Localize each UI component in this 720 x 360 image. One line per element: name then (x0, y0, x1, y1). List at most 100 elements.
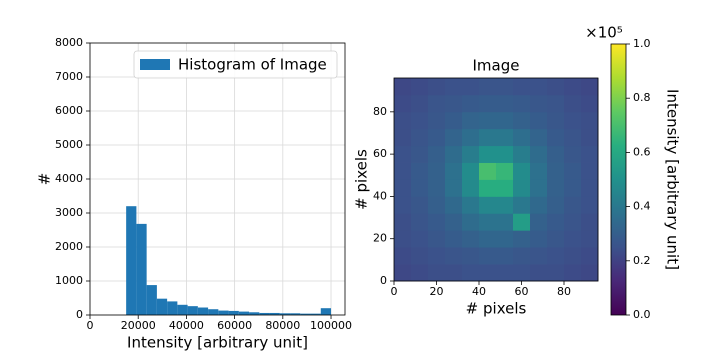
heatmap-cell (411, 247, 429, 265)
y-axis-label: # (36, 173, 54, 186)
heatmap-cell (411, 128, 429, 147)
heatmap-cell (479, 162, 497, 180)
heatmap-cell (445, 162, 463, 180)
y-tick-label: 8000 (55, 36, 83, 49)
heatmap-cell (530, 128, 548, 147)
histogram-bar (126, 206, 137, 315)
y-axis-label: # pixels (353, 149, 371, 210)
heatmap-cell (530, 230, 548, 248)
colorbar-tick-label: 0.8 (633, 91, 651, 104)
heatmap-cell (394, 94, 412, 113)
heatmap-cell (445, 196, 463, 214)
histogram-bar (290, 313, 301, 315)
heatmap-cell (513, 179, 531, 197)
heatmap-cell (394, 128, 412, 147)
heatmap-cell (479, 196, 497, 214)
heatmap-cell (581, 94, 599, 113)
heatmap-cell (479, 145, 497, 163)
histogram-bar (167, 301, 178, 315)
x-tick-label: 0 (87, 319, 94, 332)
heatmap-cell (394, 179, 412, 197)
histogram-bar (279, 313, 291, 315)
heatmap-cell (547, 162, 565, 180)
heatmap-cell (479, 78, 497, 96)
histogram-bar (300, 313, 311, 315)
chart-title: Image (473, 57, 520, 75)
heatmap-cell (428, 196, 446, 214)
heatmap-cell (496, 196, 514, 214)
heatmap-cell (462, 111, 480, 130)
axes-frame (393, 77, 599, 282)
heatmap-cell (564, 128, 582, 147)
heatmap-cell (479, 128, 497, 147)
heatmap-cell (462, 94, 480, 113)
heatmap-cell (547, 213, 565, 231)
heatmap-cell (547, 111, 565, 130)
y-tick-label: 3000 (55, 206, 83, 219)
heatmap-cell (581, 247, 599, 265)
y-tick-label: 7000 (55, 70, 83, 83)
heatmap-cell (547, 145, 565, 163)
heatmap-cell (411, 111, 429, 130)
heatmap-cell (513, 247, 531, 265)
heatmap-cell (513, 213, 531, 231)
heatmap-cell (581, 196, 599, 214)
heatmap-cell (394, 111, 412, 130)
heatmap-cell (411, 196, 429, 214)
heatmap-cell (581, 179, 599, 197)
heatmap-cell (394, 162, 412, 180)
axes-frame (89, 42, 346, 316)
heatmap-cell (428, 78, 446, 96)
heatmap-cell (411, 230, 429, 248)
legend: Histogram of Image (133, 50, 338, 79)
y-tick-label: 40 (373, 189, 387, 202)
heatmap-cell (462, 145, 480, 163)
heatmap-cell (411, 94, 429, 113)
heatmap-cell (513, 162, 531, 180)
x-axis-label: Intensity [arbitrary unit] (127, 334, 308, 352)
heatmap-cell (513, 196, 531, 214)
histogram-bar (156, 298, 168, 315)
heatmap-cell (564, 94, 582, 113)
heatmap-cell (496, 94, 514, 113)
heatmap-cell (547, 264, 565, 282)
x-tick-label: 20 (430, 285, 444, 298)
heatmap-cell (513, 111, 531, 130)
heatmap-cell (547, 94, 565, 113)
heatmap-cell (411, 162, 429, 180)
heatmap-cell (462, 230, 480, 248)
heatmap-cell (513, 94, 531, 113)
histogram-bar (136, 223, 147, 315)
heatmap-cell (496, 145, 514, 163)
heatmap-cell (564, 78, 582, 96)
colorbar-tick-label: 0.4 (633, 200, 651, 213)
x-tick-label: 60 (515, 285, 529, 298)
heatmap-cell (581, 145, 599, 163)
heatmap-cell (445, 78, 463, 96)
legend-frame (133, 50, 338, 79)
heatmap-cell (462, 196, 480, 214)
legend-swatch (140, 59, 170, 70)
heatmap-cell (496, 162, 514, 180)
heatmap-cell (394, 230, 412, 248)
heatmap-cell (530, 145, 548, 163)
heatmap-cell (496, 128, 514, 147)
histogram-bar (197, 307, 209, 315)
colorbar-tick-label: 0.2 (633, 254, 651, 267)
heatmap-cell (513, 78, 531, 96)
heatmap-cell (564, 213, 582, 231)
y-tick-label: 0 (380, 274, 387, 287)
heatmap-cell (462, 162, 480, 180)
heatmap-cell (496, 230, 514, 248)
heatmap-cell (530, 94, 548, 113)
heatmap-cell (564, 247, 582, 265)
colorbar-tick-label: 0.0 (633, 308, 651, 321)
heatmap-cell (530, 78, 548, 96)
y-tick-label: 60 (373, 147, 387, 160)
histogram-bar (238, 311, 250, 315)
heatmap-cell (411, 145, 429, 163)
heatmap-cell (445, 94, 463, 113)
heatmap-cell (496, 78, 514, 96)
heatmap-cell (513, 128, 531, 147)
histogram-bar (146, 285, 157, 315)
